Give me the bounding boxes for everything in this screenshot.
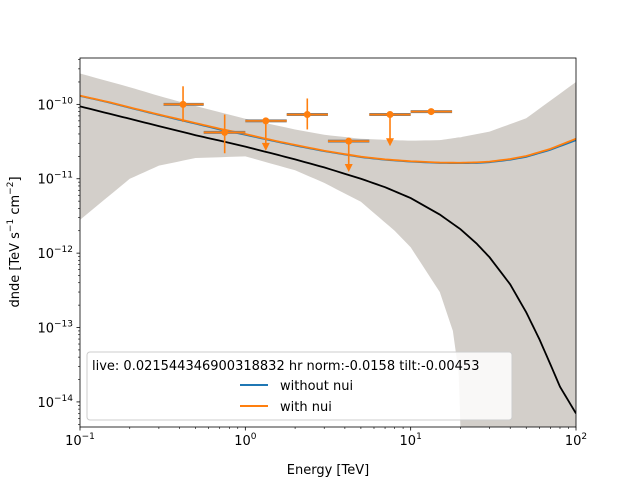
x-tick-label-base: 10 (400, 434, 417, 449)
legend-label-with-nui: with nui (280, 400, 332, 415)
x-tick-label-exp: 2 (581, 432, 587, 442)
y-axis-label-mid: cm (8, 195, 23, 219)
x-tick-label-base: 10 (234, 434, 251, 449)
flux-point-ul-arrow (386, 138, 395, 147)
flux-point-6 (410, 108, 453, 116)
y-axis-label-end: ] (8, 176, 23, 181)
y-tick-label-base: 10 (37, 396, 54, 411)
flux-point-marker (262, 117, 270, 125)
y-tick-label-exp: −10 (54, 96, 73, 106)
y-axis-label-base: dnde [TeV s (8, 232, 23, 308)
y-tick-label-exp: −11 (54, 171, 73, 181)
flux-points (163, 86, 453, 173)
x-axis-ticks: 10−1 100 101 102 (65, 427, 587, 449)
flux-point-marker (427, 108, 435, 116)
y-tick-label-exp: −14 (54, 394, 73, 404)
y-tick-label-base: 10 (37, 322, 54, 337)
y-tick-label-base: 10 (37, 98, 54, 113)
flux-point-0 (163, 86, 204, 122)
flux-point-1 (203, 114, 246, 154)
flux-point-ul-arrow (344, 164, 353, 173)
x-tick-label-exp: −1 (82, 432, 95, 442)
flux-point-4 (327, 137, 370, 173)
flux-point-3 (286, 98, 328, 130)
y-tick-label: 10−11 (37, 171, 73, 188)
series-lines (80, 94, 576, 414)
y-tick-label-exp: −12 (54, 245, 73, 255)
y-tick-label-exp: −13 (54, 320, 73, 330)
flux-point-marker (303, 111, 311, 119)
x-tick-label-exp: 0 (251, 432, 257, 442)
y-tick-label: 10−14 (37, 394, 73, 411)
x-tick-label-exp: 1 (416, 432, 422, 442)
legend: live: 0.021544346900318832 hr norm:-0.01… (86, 351, 513, 421)
x-tick-label: 10−1 (65, 432, 95, 449)
y-axis-label: dnde [TeV s−1 cm−2] (6, 176, 23, 307)
flux-point-marker (179, 100, 187, 108)
axes-frame (79, 57, 577, 428)
y-tick-label: 10−12 (37, 245, 73, 262)
x-tick-label-base: 10 (565, 434, 582, 449)
plot-content (80, 73, 576, 427)
line-with-nui (80, 94, 576, 164)
y-tick-label-base: 10 (37, 173, 54, 188)
y-axis-label-exp2: −2 (6, 182, 16, 195)
flux-point-2 (245, 117, 287, 151)
y-tick-label: 10−10 (37, 96, 73, 113)
flux-point-ul-arrow (261, 142, 270, 151)
x-tick-label: 100 (234, 432, 257, 449)
x-axis-label: Energy [TeV] (287, 463, 369, 478)
x-tick-label: 101 (400, 432, 422, 449)
flux-point-marker (386, 111, 394, 119)
line-reference-model (80, 105, 576, 414)
legend-box (86, 351, 513, 421)
y-tick-label-base: 10 (37, 247, 54, 262)
legend-title: live: 0.021544346900318832 hr norm:-0.01… (92, 359, 479, 374)
y-tick-label: 10−13 (37, 320, 73, 337)
flux-point-5 (369, 111, 411, 147)
flux-point-marker (345, 137, 353, 145)
x-tick-label: 102 (565, 432, 587, 449)
legend-label-without-nui: without nui (280, 379, 353, 394)
flux-point-marker (221, 128, 229, 136)
y-axis-label-exp1: −1 (6, 219, 16, 232)
x-tick-label-base: 10 (65, 434, 82, 449)
